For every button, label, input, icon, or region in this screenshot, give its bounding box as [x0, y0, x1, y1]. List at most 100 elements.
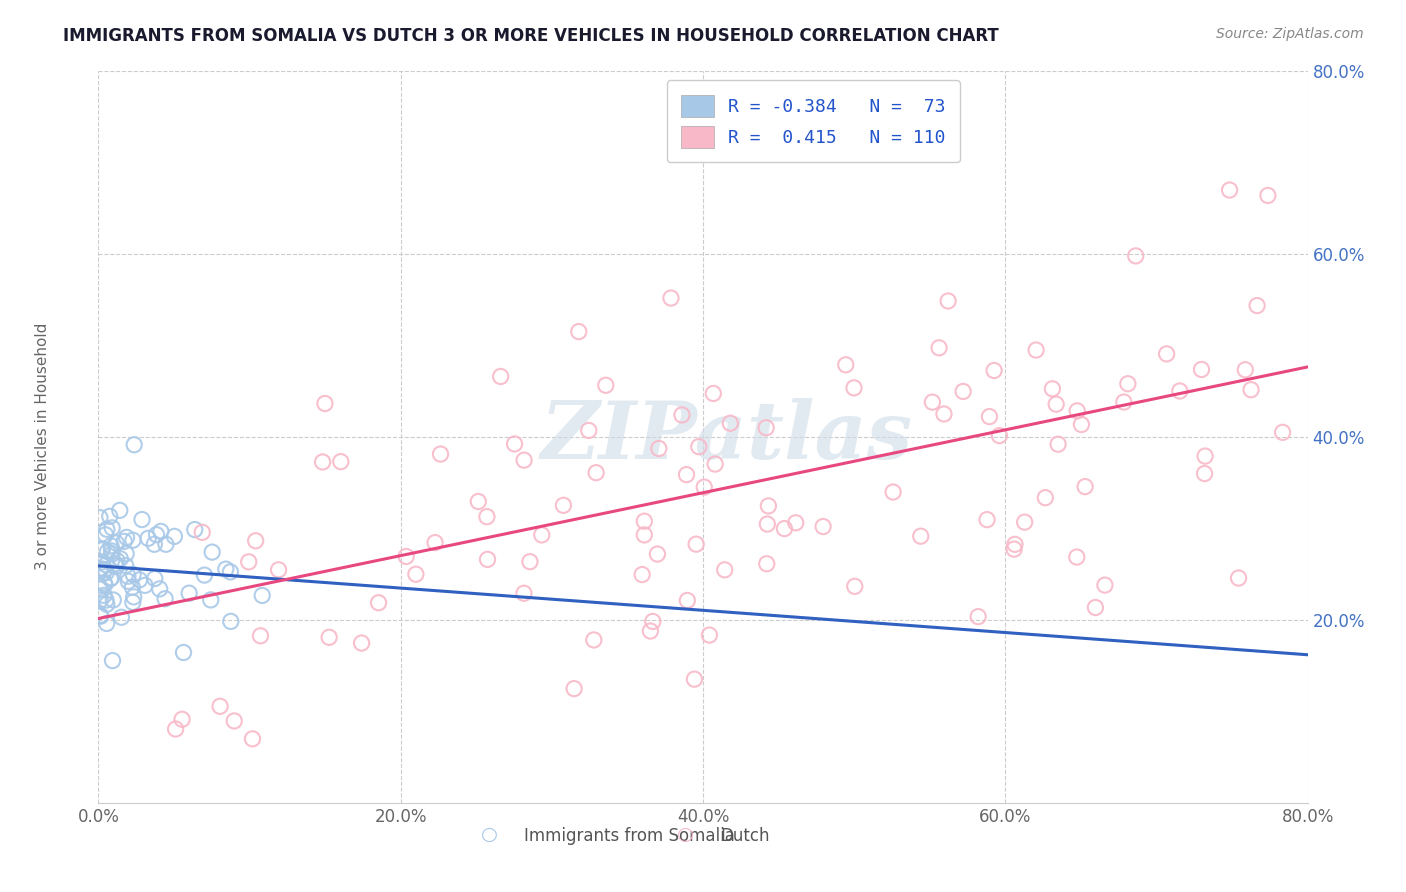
- Point: [676, 593, 699, 607]
- Point: [1246, 299, 1268, 313]
- Point: [94, 577, 117, 591]
- Point: [1066, 550, 1088, 565]
- Point: [104, 559, 127, 574]
- Point: [172, 712, 194, 726]
- Point: [882, 485, 904, 500]
- Point: [131, 512, 153, 526]
- Point: [121, 595, 143, 609]
- Point: [1194, 467, 1216, 481]
- Point: [89, 563, 111, 577]
- Point: [96, 522, 118, 536]
- Point: [755, 557, 778, 571]
- Point: [702, 386, 724, 401]
- Point: [928, 341, 950, 355]
- Point: [1047, 437, 1070, 451]
- Point: [688, 440, 710, 454]
- Point: [785, 516, 807, 530]
- Point: [773, 522, 796, 536]
- Point: [122, 533, 145, 548]
- Point: [640, 624, 662, 638]
- Point: [329, 455, 352, 469]
- Point: [704, 457, 727, 471]
- Point: [1066, 404, 1088, 418]
- Point: [179, 586, 201, 600]
- Point: [100, 539, 122, 553]
- Point: [671, 408, 693, 422]
- Point: [648, 442, 671, 456]
- Point: [1125, 249, 1147, 263]
- Point: [1156, 347, 1178, 361]
- Point: [250, 589, 273, 603]
- Point: [1194, 449, 1216, 463]
- Point: [104, 557, 127, 571]
- Point: [659, 291, 682, 305]
- Point: [143, 537, 166, 551]
- Point: [267, 563, 290, 577]
- Point: [1191, 362, 1213, 376]
- Point: [405, 567, 427, 582]
- Text: ○: ○: [676, 824, 695, 844]
- Point: [731, 93, 754, 107]
- Point: [94, 562, 117, 576]
- Point: [89, 593, 111, 607]
- Point: [467, 494, 489, 508]
- Point: [693, 480, 716, 494]
- Point: [103, 593, 125, 607]
- Text: ZIPatlas: ZIPatlas: [541, 399, 914, 475]
- Point: [1094, 578, 1116, 592]
- Point: [101, 654, 124, 668]
- Point: [100, 572, 122, 586]
- Point: [219, 565, 242, 579]
- Point: [718, 416, 741, 430]
- Text: 3 or more Vehicles in Household: 3 or more Vehicles in Household: [35, 322, 49, 570]
- Point: [149, 524, 172, 539]
- Point: [121, 580, 143, 594]
- Point: [1168, 384, 1191, 398]
- Point: [1042, 382, 1064, 396]
- Point: [219, 615, 242, 629]
- Point: [94, 566, 117, 580]
- Text: Source: ZipAtlas.com: Source: ZipAtlas.com: [1216, 27, 1364, 41]
- Point: [844, 579, 866, 593]
- Point: [641, 615, 664, 629]
- Point: [756, 517, 779, 532]
- Point: [1074, 480, 1097, 494]
- Point: [136, 532, 159, 546]
- Point: [631, 567, 654, 582]
- Point: [1004, 537, 1026, 551]
- Point: [513, 453, 536, 467]
- Point: [89, 510, 111, 524]
- Point: [100, 571, 122, 585]
- Point: [149, 582, 172, 596]
- Text: Immigrants from Somalia: Immigrants from Somalia: [524, 827, 735, 845]
- Point: [1033, 491, 1056, 505]
- Point: [311, 455, 333, 469]
- Point: [117, 574, 139, 589]
- Point: [350, 636, 373, 650]
- Point: [513, 586, 536, 600]
- Point: [215, 562, 238, 576]
- Point: [503, 437, 526, 451]
- Point: [89, 608, 111, 623]
- Point: [96, 544, 118, 558]
- Point: [489, 369, 512, 384]
- Point: [367, 596, 389, 610]
- Point: [96, 598, 118, 612]
- Point: [134, 578, 156, 592]
- Point: [1025, 343, 1047, 357]
- Point: [101, 547, 124, 561]
- Point: [675, 467, 697, 482]
- Point: [101, 521, 124, 535]
- Point: [110, 551, 132, 566]
- Point: [94, 593, 117, 607]
- Point: [1070, 417, 1092, 432]
- Point: [249, 629, 271, 643]
- Point: [979, 409, 1001, 424]
- Point: [90, 541, 112, 556]
- Point: [1234, 363, 1257, 377]
- Point: [201, 545, 224, 559]
- Point: [910, 529, 932, 543]
- Point: [153, 591, 176, 606]
- Point: [1240, 383, 1263, 397]
- Text: Dutch: Dutch: [720, 827, 770, 845]
